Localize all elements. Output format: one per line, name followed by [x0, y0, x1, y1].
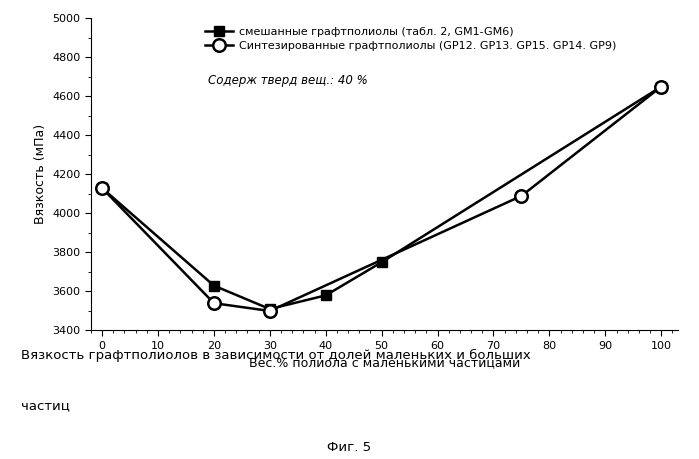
X-axis label: Вес.% полиола с маленькими частицами: Вес.% полиола с маленькими частицами [249, 357, 520, 369]
Text: Фиг. 5: Фиг. 5 [327, 441, 372, 453]
Text: частиц: частиц [21, 399, 70, 412]
смешанные графтполиолы (табл. 2, GM1-GM6) [266, 306, 274, 312]
Синтезированные графтполиолы (GP12. GP13. GP15. GP14. GP9) [98, 185, 106, 191]
Legend: смешанные графтполиолы (табл. 2, GM1-GM6), Синтезированные графтполиолы (GP12. G: смешанные графтполиолы (табл. 2, GM1-GM6… [202, 24, 619, 54]
Y-axis label: Вязкость (мПа): Вязкость (мПа) [34, 124, 47, 224]
Line: Синтезированные графтполиолы (GP12. GP13. GP15. GP14. GP9): Синтезированные графтполиолы (GP12. GP13… [96, 80, 668, 317]
смешанные графтполиолы (табл. 2, GM1-GM6) [98, 185, 106, 191]
Text: Содерж тверд вещ.: 40 %: Содерж тверд вещ.: 40 % [208, 74, 368, 87]
смешанные графтполиолы (табл. 2, GM1-GM6) [210, 283, 218, 288]
Синтезированные графтполиолы (GP12. GP13. GP15. GP14. GP9) [657, 84, 665, 90]
Синтезированные графтполиолы (GP12. GP13. GP15. GP14. GP9) [266, 308, 274, 313]
Text: Вязкость графтполиолов в зависимости от долей маленьких и больших: Вязкость графтполиолов в зависимости от … [21, 349, 531, 362]
смешанные графтполиолы (табл. 2, GM1-GM6) [322, 293, 330, 298]
смешанные графтполиолы (табл. 2, GM1-GM6) [377, 259, 386, 265]
Line: смешанные графтполиолы (табл. 2, GM1-GM6): смешанные графтполиолы (табл. 2, GM1-GM6… [97, 82, 666, 314]
Синтезированные графтполиолы (GP12. GP13. GP15. GP14. GP9) [210, 300, 218, 306]
Синтезированные графтполиолы (GP12. GP13. GP15. GP14. GP9) [517, 193, 526, 199]
смешанные графтполиолы (табл. 2, GM1-GM6) [657, 84, 665, 90]
